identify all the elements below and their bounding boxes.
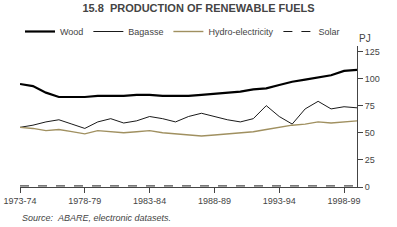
svg-text:PJ: PJ: [359, 33, 371, 44]
svg-text:1978-79: 1978-79: [68, 196, 101, 206]
svg-text:Bagasse: Bagasse: [128, 27, 163, 37]
svg-text:Solar: Solar: [318, 27, 339, 37]
svg-text:15.8 PRODUCTION OF RENEWABLE: 15.8 PRODUCTION OF RENEWABLE FUELS: [82, 2, 314, 14]
svg-text:1973-74: 1973-74: [3, 196, 36, 206]
svg-text:Hydro-electricity: Hydro-electricity: [208, 27, 273, 37]
svg-text:1983-84: 1983-84: [133, 196, 166, 206]
svg-text:25: 25: [365, 155, 375, 165]
svg-text:125: 125: [365, 47, 380, 57]
svg-text:0: 0: [365, 182, 370, 192]
svg-text:1993-94: 1993-94: [263, 196, 296, 206]
svg-text:1998-99: 1998-99: [328, 196, 361, 206]
svg-text:100: 100: [365, 74, 380, 84]
svg-text:75: 75: [365, 101, 375, 111]
svg-text:Source: ABARE, electronic dat: Source: ABARE, electronic datasets.: [22, 213, 171, 223]
svg-text:1988-89: 1988-89: [198, 196, 231, 206]
svg-text:Wood: Wood: [60, 27, 83, 37]
svg-text:50: 50: [365, 128, 375, 138]
